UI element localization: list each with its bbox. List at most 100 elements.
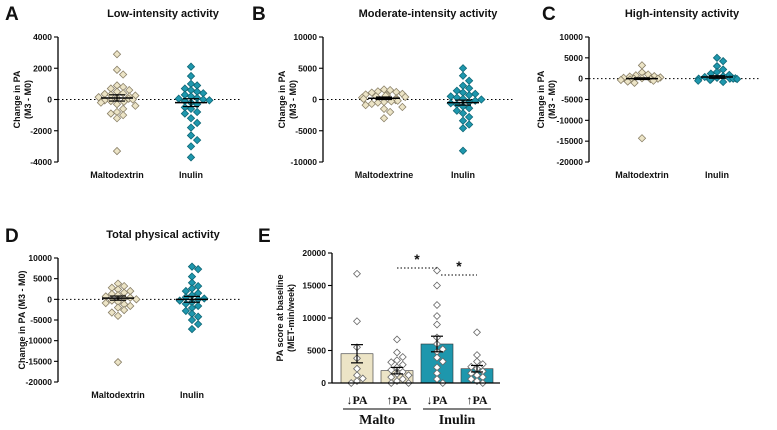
- x-category-label: Maltodextrin: [615, 170, 669, 180]
- y-axis-label: Change in PA(M3 - M0): [536, 70, 557, 128]
- data-point: [194, 137, 201, 144]
- x-category-label: Maltodextrin: [91, 390, 145, 400]
- data-point: [113, 66, 120, 73]
- data-point: [354, 318, 361, 325]
- data-point: [181, 110, 188, 117]
- panel-title: Moderate-intensity activity: [359, 8, 499, 20]
- data-point: [187, 72, 194, 79]
- x-category-label: Maltodextrin: [90, 170, 144, 180]
- y-tick-label: -20000: [26, 377, 53, 387]
- data-point: [380, 105, 387, 112]
- panel-title: Low-intensity activity: [107, 8, 220, 20]
- panel-e: 05000100001500020000PA score at baseline…: [258, 226, 500, 428]
- data-point: [108, 309, 115, 316]
- data-point: [182, 300, 189, 307]
- data-point: [399, 103, 406, 110]
- data-point: [120, 112, 127, 119]
- y-tick-label: -4000: [30, 157, 52, 167]
- data-point: [638, 62, 645, 69]
- y-axis-label-line: (MET-min/week): [286, 284, 296, 352]
- data-point: [638, 135, 645, 142]
- y-tick-label: 5000: [564, 53, 583, 63]
- y-tick-label: -2000: [30, 126, 52, 136]
- data-point: [447, 93, 454, 100]
- data-point: [453, 87, 460, 94]
- y-tick-label: 10000: [293, 32, 317, 42]
- y-tick-label: 15000: [302, 281, 326, 291]
- group-label: Malto: [359, 413, 395, 428]
- y-tick-label: 0: [578, 74, 583, 84]
- panel-title: Total physical activity: [106, 229, 220, 241]
- data-point: [472, 90, 479, 97]
- significance-star: *: [414, 251, 420, 267]
- panel-title: High-intensity activity: [625, 8, 740, 20]
- data-point: [713, 54, 720, 61]
- data-point: [466, 105, 473, 112]
- data-point: [354, 270, 361, 277]
- y-axis-label-line: Change in PA: [277, 70, 287, 128]
- y-axis-label-line: PA score at baseline: [275, 274, 285, 361]
- data-point: [187, 154, 194, 161]
- data-point: [107, 110, 114, 117]
- figure: -4000-2000020004000Change in PA(M3 - M0)…: [0, 0, 777, 430]
- x-category-label: ↓PA: [426, 393, 447, 407]
- data-point: [120, 71, 127, 78]
- data-point: [720, 58, 727, 65]
- data-point: [114, 359, 121, 366]
- data-point: [113, 147, 120, 154]
- data-point: [201, 295, 208, 302]
- data-point: [434, 282, 441, 289]
- y-tick-label: -5000: [30, 315, 52, 325]
- data-point: [466, 113, 473, 120]
- data-point: [362, 102, 369, 109]
- data-point: [399, 354, 406, 361]
- y-tick-label: 5000: [33, 274, 52, 284]
- data-point: [113, 101, 120, 108]
- y-tick-label: -15000: [26, 356, 53, 366]
- x-category-label: Inulin: [705, 170, 729, 180]
- y-axis-label-line: Change in PA: [536, 70, 546, 128]
- data-point: [459, 147, 466, 154]
- y-tick-label: 10000: [28, 253, 52, 263]
- data-point: [176, 297, 183, 304]
- data-point: [194, 119, 201, 126]
- data-point: [466, 121, 473, 128]
- y-axis-label-line: (M3 - M0): [288, 80, 298, 119]
- x-category-label: ↑PA: [386, 393, 407, 407]
- data-point: [368, 100, 375, 107]
- data-point: [188, 325, 195, 332]
- data-point: [387, 108, 394, 115]
- data-point: [133, 296, 140, 303]
- data-point: [459, 65, 466, 72]
- y-tick-label: 0: [312, 95, 317, 105]
- panel-letter: C: [542, 4, 556, 25]
- panel-d: -20000-15000-10000-50000500010000Change …: [5, 226, 240, 400]
- y-tick-label: -20000: [557, 157, 584, 167]
- y-axis-label: Change in PA (M3 - M0): [17, 270, 27, 369]
- significance-star: *: [456, 258, 462, 274]
- panel-letter: E: [258, 226, 271, 247]
- x-category-label: Inulin: [179, 170, 203, 180]
- data-point: [434, 313, 441, 320]
- data-point: [459, 117, 466, 124]
- data-point: [113, 51, 120, 58]
- y-axis-label-line: (M3 - M0): [23, 80, 33, 119]
- y-tick-label: -10000: [26, 336, 53, 346]
- y-tick-label: 4000: [33, 32, 52, 42]
- y-tick-label: -10000: [291, 157, 318, 167]
- data-point: [474, 329, 481, 336]
- y-axis-label-line: Change in PA: [12, 70, 22, 128]
- group-label: Inulin: [439, 413, 476, 428]
- data-point: [114, 312, 121, 319]
- panel-b: -10000 -5000 0 5000 10000 Change in PA(M3 - M…: [252, 4, 513, 180]
- y-tick-label: -5000: [295, 126, 317, 136]
- data-point: [459, 72, 466, 79]
- data-point: [187, 124, 194, 131]
- y-tick-label: -10000: [557, 115, 584, 125]
- data-point: [380, 115, 387, 122]
- panel-letter: B: [252, 4, 266, 25]
- data-point: [434, 302, 441, 309]
- panel-a: -4000-2000020004000Change in PA(M3 - M0)…: [5, 4, 240, 180]
- data-point: [459, 125, 466, 132]
- y-tick-label: 2000: [33, 63, 52, 73]
